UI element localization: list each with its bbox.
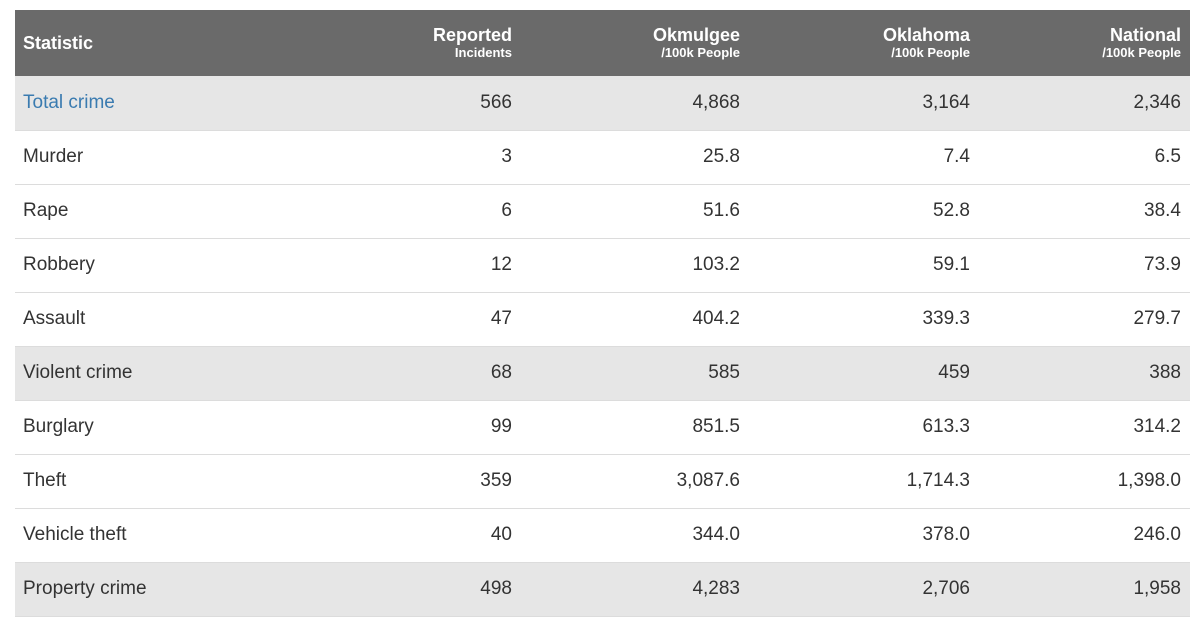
national-cell: 314.2 [1133,416,1181,437]
oklahoma-cell: 1,714.3 [906,470,970,491]
table-row-theft: Theft 359 3,087.6 1,714.3 1,398.0 [15,454,1190,508]
header-okmulgee-sub: /100k People [661,44,740,60]
national-cell: 1,398.0 [1117,470,1181,491]
national-cell: 279.7 [1133,308,1181,329]
national-cell: 246.0 [1133,524,1181,545]
reported-cell: 6 [501,200,512,221]
reported-cell: 47 [490,308,512,329]
crime-statistics-table-container: Statistic Reported Incidents Okmulgee /1… [15,10,1190,617]
reported-cell: 12 [490,254,512,275]
okmulgee-cell: 404.2 [692,308,740,329]
header-reported-sub: Incidents [454,44,512,60]
reported-cell: 566 [480,91,512,113]
statistic-cell: Robbery [23,254,95,275]
statistic-cell: Murder [23,146,84,167]
statistic-cell: Violent crime [23,362,133,383]
reported-cell: 40 [490,524,512,545]
header-national: National /100k People [979,10,1190,76]
reported-cell: 99 [490,416,512,437]
okmulgee-cell: 3,087.6 [676,470,740,491]
oklahoma-cell: 2,706 [922,578,970,599]
statistic-cell: Burglary [23,416,94,437]
reported-cell: 3 [501,146,512,167]
oklahoma-cell: 459 [938,362,970,383]
header-oklahoma-sub: /100k People [891,44,970,60]
header-statistic: Statistic [15,10,285,76]
header-okmulgee-title: Okmulgee [652,25,740,46]
oklahoma-cell: 378.0 [922,524,970,545]
table-row-vehicle-theft: Vehicle theft 40 344.0 378.0 246.0 [15,508,1190,562]
okmulgee-cell: 344.0 [692,524,740,545]
reported-cell: 68 [490,362,512,383]
table-row-robbery: Robbery 12 103.2 59.1 73.9 [15,238,1190,292]
table-row-assault: Assault 47 404.2 339.3 279.7 [15,292,1190,346]
header-reported-title: Reported [432,25,512,46]
national-cell: 1,958 [1133,578,1181,599]
national-cell: 388 [1149,362,1181,383]
reported-cell: 498 [480,578,512,599]
national-cell: 2,346 [1133,91,1181,113]
statistic-cell: Assault [23,308,86,329]
oklahoma-cell: 339.3 [922,308,970,329]
header-okmulgee: Okmulgee /100k People [521,10,749,76]
okmulgee-cell: 4,868 [692,91,740,113]
okmulgee-cell: 25.8 [703,146,740,167]
table-row-murder: Murder 3 25.8 7.4 6.5 [15,130,1190,184]
statistic-cell: Vehicle theft [23,524,127,545]
oklahoma-cell: 7.4 [943,146,970,167]
crime-statistics-table: Statistic Reported Incidents Okmulgee /1… [15,10,1190,617]
oklahoma-cell: 613.3 [922,416,970,437]
table-row-violent-crime: Violent crime 68 585 459 388 [15,346,1190,400]
table-row-burglary: Burglary 99 851.5 613.3 314.2 [15,400,1190,454]
header-reported: Reported Incidents [285,10,521,76]
statistic-cell: Rape [23,200,69,221]
header-statistic-label: Statistic [23,32,94,53]
okmulgee-cell: 51.6 [703,200,740,221]
table-header-row: Statistic Reported Incidents Okmulgee /1… [15,10,1190,76]
okmulgee-cell: 585 [708,362,740,383]
national-cell: 38.4 [1144,200,1181,221]
okmulgee-cell: 4,283 [692,578,740,599]
table-row-total-crime: Total crime 566 4,868 3,164 2,346 [15,76,1190,130]
national-cell: 6.5 [1154,146,1181,167]
header-oklahoma-title: Oklahoma [882,25,970,46]
national-cell: 73.9 [1144,254,1181,275]
reported-cell: 359 [480,470,512,491]
statistic-cell: Property crime [23,578,147,599]
statistic-cell[interactable]: Total crime [15,76,285,130]
okmulgee-cell: 103.2 [692,254,740,275]
header-national-sub: /100k People [1102,44,1181,60]
oklahoma-cell: 3,164 [922,91,970,113]
header-oklahoma: Oklahoma /100k People [749,10,979,76]
okmulgee-cell: 851.5 [692,416,740,437]
oklahoma-cell: 59.1 [933,254,970,275]
total-crime-link[interactable]: Total crime [23,91,115,113]
table-row-rape: Rape 6 51.6 52.8 38.4 [15,184,1190,238]
oklahoma-cell: 52.8 [933,200,970,221]
header-national-title: National [1109,25,1181,46]
table-row-property-crime: Property crime 498 4,283 2,706 1,958 [15,562,1190,616]
statistic-cell: Theft [23,470,67,491]
